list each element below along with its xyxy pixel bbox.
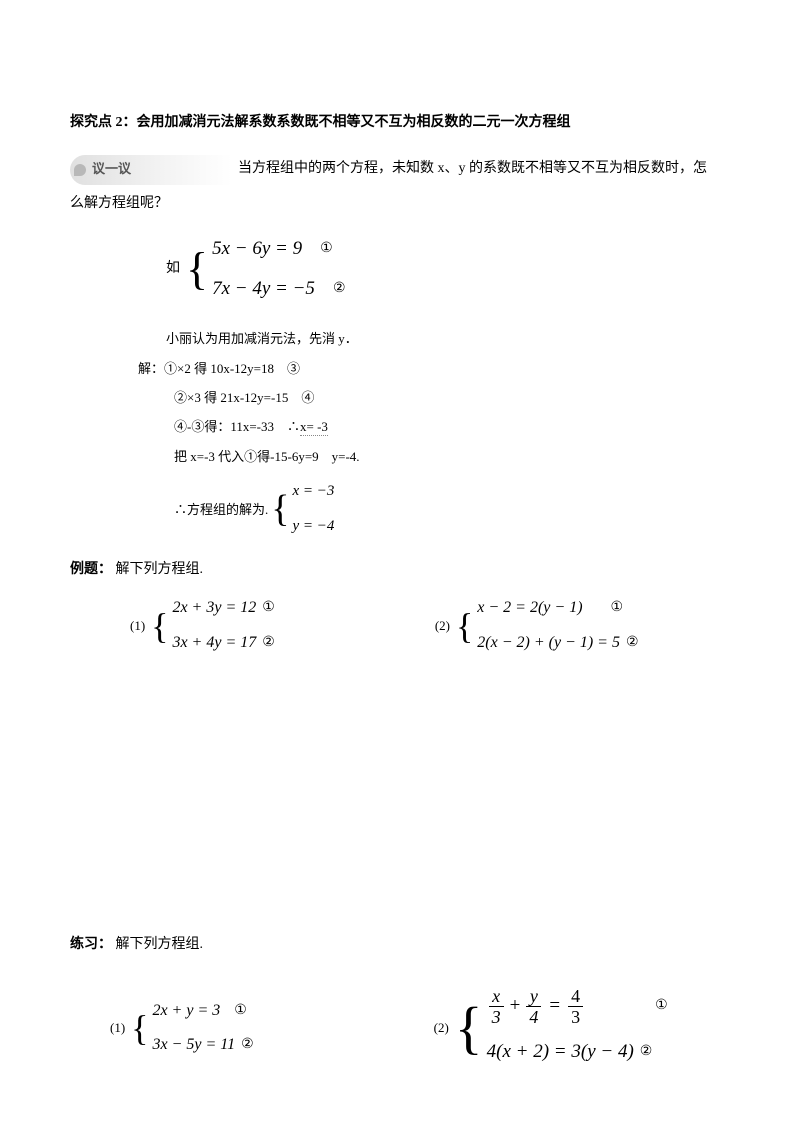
- frac-n: 4: [568, 987, 583, 1005]
- frac-y-4: y 4: [526, 987, 541, 1026]
- ex1-eq2: 3x + 4y = 17: [172, 628, 256, 658]
- ex2-eq2-tag: ②: [626, 630, 639, 657]
- frac-x-3: x 3: [489, 987, 504, 1026]
- practice-row: (1) { 2x + y = 3 ① 3x − 5y = 11 ② (2) { …: [110, 987, 740, 1070]
- sol-l3a: ④-③得：11x=-33 ∴: [174, 419, 300, 434]
- ex1-eq2-tag: ②: [262, 630, 275, 657]
- practice-label: 练习：: [70, 937, 112, 952]
- res1: x = −3: [293, 476, 335, 508]
- eq2: 7x − 4y = −5: [212, 271, 315, 307]
- example-2: (2) { x − 2 = 2(y − 1) ① 2(x − 2) + (y −…: [435, 593, 639, 658]
- ex2-eq1-tag: ①: [611, 595, 624, 622]
- example-header: 例题： 解下列方程组.: [70, 557, 740, 584]
- sol-l2: ②×3 得 21x-12y=-15 ④: [174, 384, 740, 411]
- ex1-stack: 2x + 3y = 12 ① 3x + 4y = 17 ②: [172, 593, 274, 658]
- pr1-eq1: 2x + y = 3: [152, 996, 220, 1026]
- sol-l3b: x= -3: [300, 419, 328, 436]
- practice-1: (1) { 2x + y = 3 ① 3x − 5y = 11 ②: [110, 996, 254, 1061]
- pr1-num: (1): [110, 1016, 125, 1041]
- ex2-eq1: x − 2 = 2(y − 1): [477, 593, 582, 623]
- plus: +: [510, 988, 521, 1024]
- pr2-eq1-tag: ①: [655, 993, 668, 1020]
- ex2-eq2-row: 2(x − 2) + (y − 1) = 5 ②: [477, 628, 638, 658]
- frac-n: y: [527, 987, 541, 1005]
- pr1-eq1-row: 2x + y = 3 ①: [152, 996, 253, 1026]
- res-stack: x = −3 y = −4: [293, 476, 335, 543]
- sys-prefix: 如: [166, 256, 180, 283]
- pr1-stack: 2x + y = 3 ① 3x − 5y = 11 ②: [152, 996, 253, 1061]
- sol-result: ∴方程组的解为. { x = −3 y = −4: [174, 476, 740, 543]
- equals: =: [549, 988, 560, 1024]
- pr1-eq2-row: 3x − 5y = 11 ②: [152, 1030, 253, 1060]
- ex1-eq1-tag: ①: [262, 595, 275, 622]
- brace-icon: {: [271, 490, 289, 528]
- pr2-num: (2): [434, 1016, 449, 1041]
- section-title: 探究点 2：会用加减消元法解系数系数既不相等又不互为相反数的二元一次方程组: [70, 110, 740, 137]
- pr2-eq2-tag: ②: [640, 1039, 653, 1066]
- frac-n: x: [489, 987, 503, 1005]
- sol-l3: ④-③得：11x=-33 ∴x= -3: [174, 413, 740, 440]
- eq1: 5x − 6y = 9: [212, 231, 302, 267]
- frac-d: 3: [489, 1008, 504, 1026]
- brace-icon: {: [131, 1010, 148, 1046]
- solution-block: 小丽认为用加减消元法，先消 y． 解：①×2 得 10x-12y=18 ③ ②×…: [166, 325, 740, 542]
- ex1-eq1: 2x + 3y = 12: [172, 593, 256, 623]
- sol-l1: 解：①×2 得 10x-12y=18 ③: [138, 355, 740, 382]
- brace-icon: {: [186, 246, 208, 292]
- brace-icon: {: [455, 999, 483, 1057]
- ex2-num: (2): [435, 614, 450, 639]
- eq2-tag: ②: [333, 276, 346, 303]
- discuss-row: 议一议 当方程组中的两个方程，未知数 x、y 的系数既不相等又不互为相反数时，怎: [70, 155, 740, 185]
- practice-2: (2) { x 3 + y 4 =: [434, 987, 668, 1070]
- res2: y = −4: [293, 511, 335, 543]
- eq-row-1: 5x − 6y = 9 ①: [212, 231, 345, 267]
- frac-d: 4: [526, 1008, 541, 1026]
- eq1-tag: ①: [320, 236, 333, 263]
- system-1: 如 { 5x − 6y = 9 ① 7x − 4y = −5 ②: [166, 231, 740, 307]
- page-content: 探究点 2：会用加减消元法解系数系数既不相等又不互为相反数的二元一次方程组 议一…: [0, 0, 800, 1110]
- practice-text: 解下列方程组.: [116, 937, 204, 952]
- discuss-text-2: 么解方程组呢？: [70, 191, 740, 218]
- brace-icon: {: [456, 608, 473, 644]
- brace-icon: {: [151, 608, 168, 644]
- sol-intro: 小丽认为用加减消元法，先消 y．: [166, 325, 740, 352]
- sol-res-prefix: ∴方程组的解为.: [174, 496, 268, 523]
- pr1-eq2-tag: ②: [241, 1032, 254, 1059]
- discuss-badge: 议一议: [70, 155, 232, 185]
- frac-4-3: 4 3: [568, 987, 583, 1026]
- example-text: 解下列方程组.: [116, 562, 204, 577]
- spacer: [70, 658, 740, 928]
- sol-l4: 把 x=-3 代入①得-15-6y=9 y=-4.: [174, 443, 740, 470]
- example-row: (1) { 2x + 3y = 12 ① 3x + 4y = 17 ② (2) …: [130, 593, 740, 658]
- frac-d: 3: [568, 1008, 583, 1026]
- pr2-eq1-row: x 3 + y 4 = 4 3: [487, 987, 668, 1026]
- pr1-eq2: 3x − 5y = 11: [152, 1030, 235, 1060]
- ex1-num: (1): [130, 614, 145, 639]
- ex1-eq1-row: 2x + 3y = 12 ①: [172, 593, 274, 623]
- example-label: 例题：: [70, 562, 112, 577]
- pr1-eq1-tag: ①: [234, 998, 247, 1025]
- example-1: (1) { 2x + 3y = 12 ① 3x + 4y = 17 ②: [130, 593, 275, 658]
- pr2-eq2-row: 4(x + 2) = 3(y − 4) ②: [487, 1034, 668, 1070]
- practice-header: 练习： 解下列方程组.: [70, 932, 740, 959]
- pr2-stack: x 3 + y 4 = 4 3: [487, 987, 668, 1070]
- ex2-eq2: 2(x − 2) + (y − 1) = 5: [477, 628, 620, 658]
- pr2-eq2: 4(x + 2) = 3(y − 4): [487, 1034, 634, 1070]
- ex2-stack: x − 2 = 2(y − 1) ① 2(x − 2) + (y − 1) = …: [477, 593, 638, 658]
- ex1-eq2-row: 3x + 4y = 17 ②: [172, 628, 274, 658]
- discuss-text-1: 当方程组中的两个方程，未知数 x、y 的系数既不相等又不互为相反数时，怎: [238, 156, 707, 183]
- eq-stack: 5x − 6y = 9 ① 7x − 4y = −5 ②: [212, 231, 345, 307]
- ex2-eq1-row: x − 2 = 2(y − 1) ①: [477, 593, 638, 623]
- eq-row-2: 7x − 4y = −5 ②: [212, 271, 345, 307]
